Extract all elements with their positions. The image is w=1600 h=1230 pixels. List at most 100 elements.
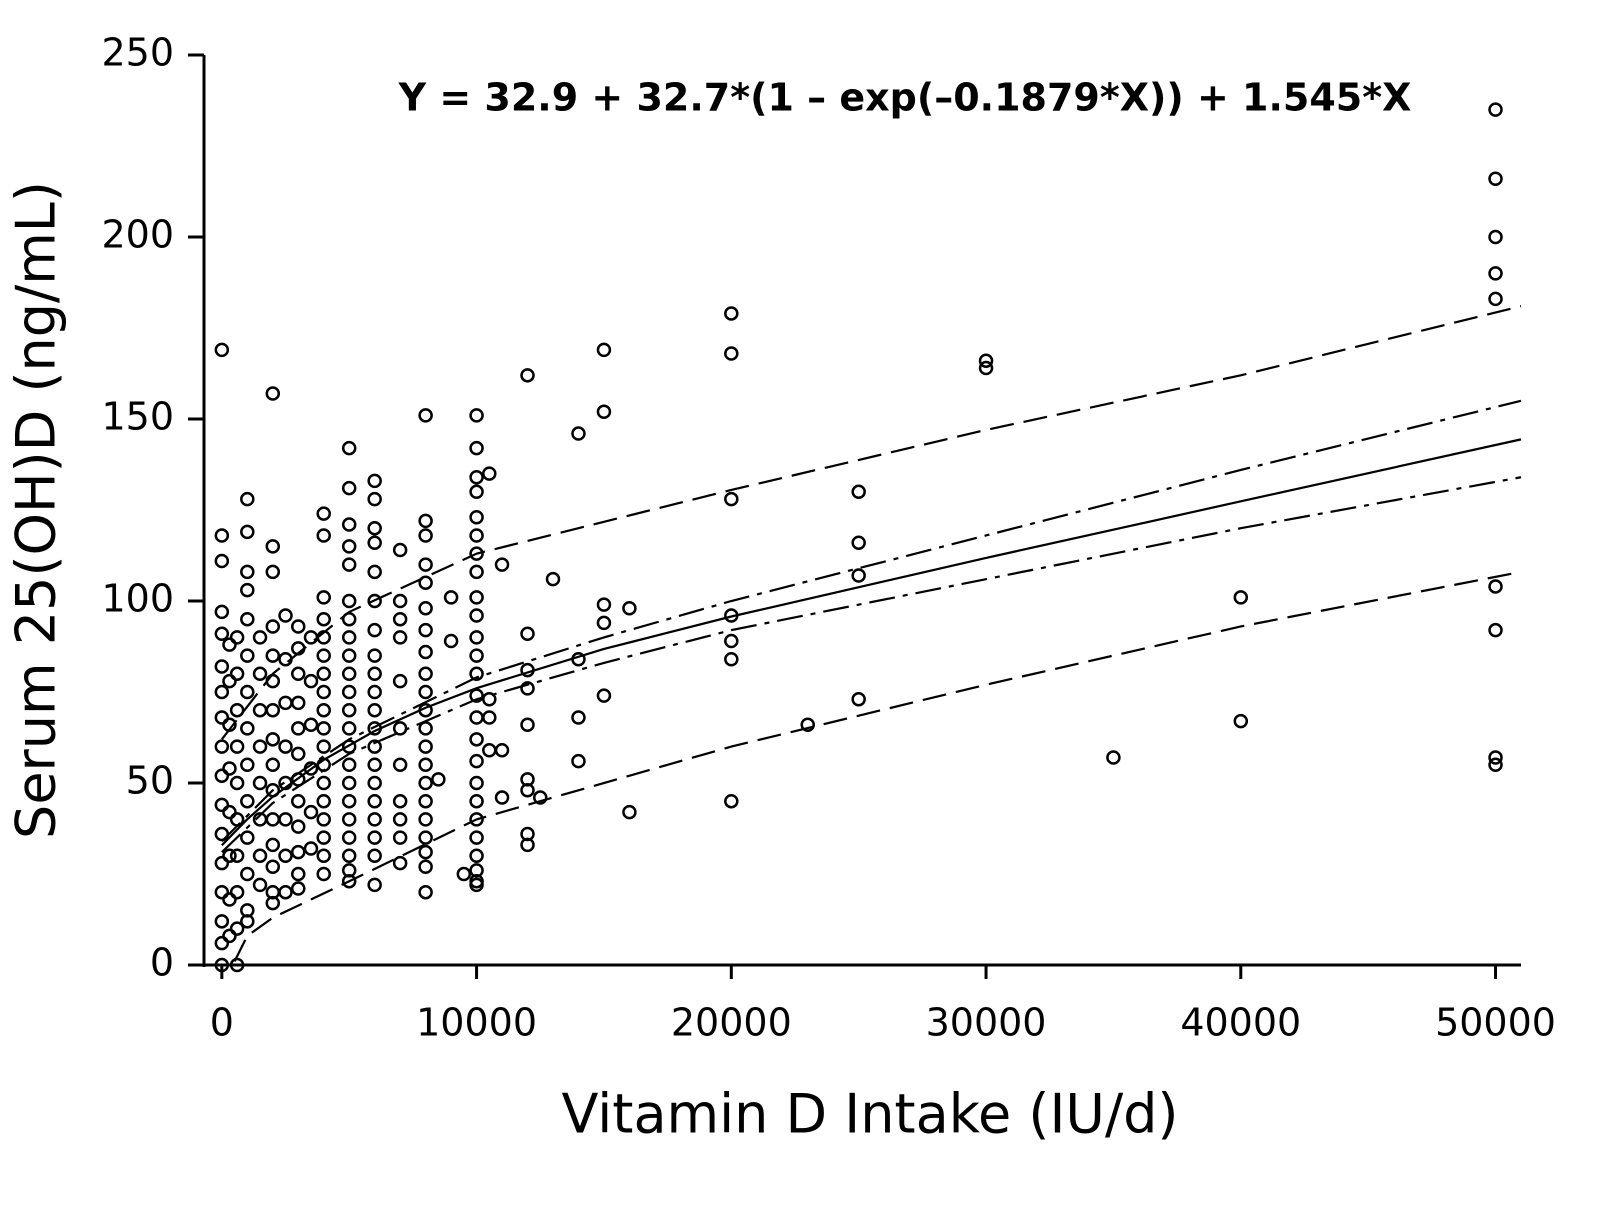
data-point bbox=[222, 928, 237, 944]
data-point bbox=[341, 757, 357, 773]
data-point bbox=[341, 702, 357, 718]
data-point bbox=[418, 830, 433, 845]
data-point bbox=[214, 797, 230, 813]
x-tick-label: 30000 bbox=[926, 1001, 1047, 1045]
data-point bbox=[291, 695, 306, 711]
data-point bbox=[252, 666, 268, 682]
data-point bbox=[316, 611, 331, 627]
data-point bbox=[229, 848, 245, 864]
data-point bbox=[265, 732, 281, 747]
data-point bbox=[316, 590, 331, 605]
data-point bbox=[392, 855, 408, 871]
data-point bbox=[341, 440, 357, 456]
data-point bbox=[596, 597, 612, 612]
data-point bbox=[222, 892, 237, 907]
data-point bbox=[214, 684, 230, 700]
data-point bbox=[222, 761, 237, 776]
data-point bbox=[341, 830, 357, 845]
data-point bbox=[240, 564, 255, 580]
data-point bbox=[494, 742, 510, 758]
data-point bbox=[303, 804, 319, 820]
data-point bbox=[469, 528, 484, 543]
data-point bbox=[367, 793, 382, 809]
data-point bbox=[278, 608, 293, 623]
data-point bbox=[851, 568, 866, 583]
data-point bbox=[418, 622, 433, 638]
data-point bbox=[418, 666, 433, 682]
data-point bbox=[229, 957, 245, 973]
data-point bbox=[240, 866, 255, 882]
data-point bbox=[229, 921, 245, 936]
data-point bbox=[240, 524, 255, 540]
data-point bbox=[316, 793, 331, 809]
data-point bbox=[214, 553, 230, 569]
data-point bbox=[229, 702, 245, 718]
data-point bbox=[265, 539, 281, 554]
data-point bbox=[392, 630, 408, 645]
data-point bbox=[240, 491, 255, 507]
data-point bbox=[367, 491, 382, 507]
data-point bbox=[316, 721, 331, 736]
data-point bbox=[418, 575, 433, 591]
data-point bbox=[367, 535, 382, 551]
data-point bbox=[214, 957, 230, 973]
data-point bbox=[1488, 266, 1503, 281]
data-point bbox=[469, 688, 484, 703]
data-point bbox=[724, 346, 739, 361]
data-point bbox=[252, 630, 268, 645]
data-point bbox=[596, 615, 612, 631]
data-point bbox=[418, 775, 433, 791]
data-point bbox=[724, 633, 739, 649]
data-point bbox=[265, 859, 281, 874]
y-axis-label: Serum 25(OH)D (ng/mL) bbox=[5, 181, 68, 839]
data-point bbox=[469, 440, 484, 456]
data-point bbox=[392, 673, 408, 689]
data-point bbox=[724, 651, 739, 667]
data-point bbox=[418, 644, 433, 660]
data-point bbox=[367, 757, 382, 773]
data-point bbox=[482, 710, 497, 725]
data-point bbox=[978, 360, 994, 376]
data-point bbox=[622, 601, 637, 616]
data-point bbox=[469, 812, 484, 827]
data-point bbox=[265, 812, 281, 827]
data-point bbox=[240, 648, 255, 663]
data-point bbox=[278, 695, 293, 711]
data-point bbox=[341, 721, 357, 736]
data-point bbox=[316, 739, 331, 754]
data-point bbox=[1488, 757, 1503, 773]
data-point bbox=[291, 844, 306, 860]
data-point bbox=[469, 666, 484, 682]
data-point bbox=[545, 571, 561, 587]
data-point bbox=[316, 830, 331, 845]
data-point bbox=[1233, 590, 1249, 605]
data-point bbox=[392, 793, 408, 809]
fit-line bbox=[221, 399, 1522, 843]
data-point bbox=[469, 753, 484, 769]
data-point bbox=[316, 848, 331, 864]
data-point bbox=[341, 630, 357, 645]
data-point bbox=[367, 473, 382, 489]
data-point bbox=[265, 564, 281, 580]
data-point bbox=[240, 721, 255, 736]
data-point bbox=[443, 590, 459, 605]
data-point bbox=[482, 742, 497, 758]
data-point bbox=[240, 582, 255, 598]
data-point bbox=[851, 535, 866, 551]
data-point bbox=[469, 793, 484, 809]
data-point bbox=[1488, 229, 1503, 245]
data-point bbox=[724, 491, 739, 507]
data-point bbox=[341, 812, 357, 827]
y-tick-label: 0 bbox=[150, 941, 174, 985]
data-point bbox=[316, 528, 331, 543]
y-tick-label: 50 bbox=[126, 759, 174, 803]
data-point bbox=[367, 830, 382, 845]
x-axis-label: Vitamin D Intake (IU/d) bbox=[562, 1083, 1179, 1146]
data-point bbox=[214, 626, 230, 642]
data-point bbox=[252, 775, 268, 791]
data-point bbox=[392, 830, 408, 845]
data-point bbox=[800, 717, 815, 733]
data-point bbox=[469, 877, 484, 893]
data-point bbox=[392, 542, 408, 558]
